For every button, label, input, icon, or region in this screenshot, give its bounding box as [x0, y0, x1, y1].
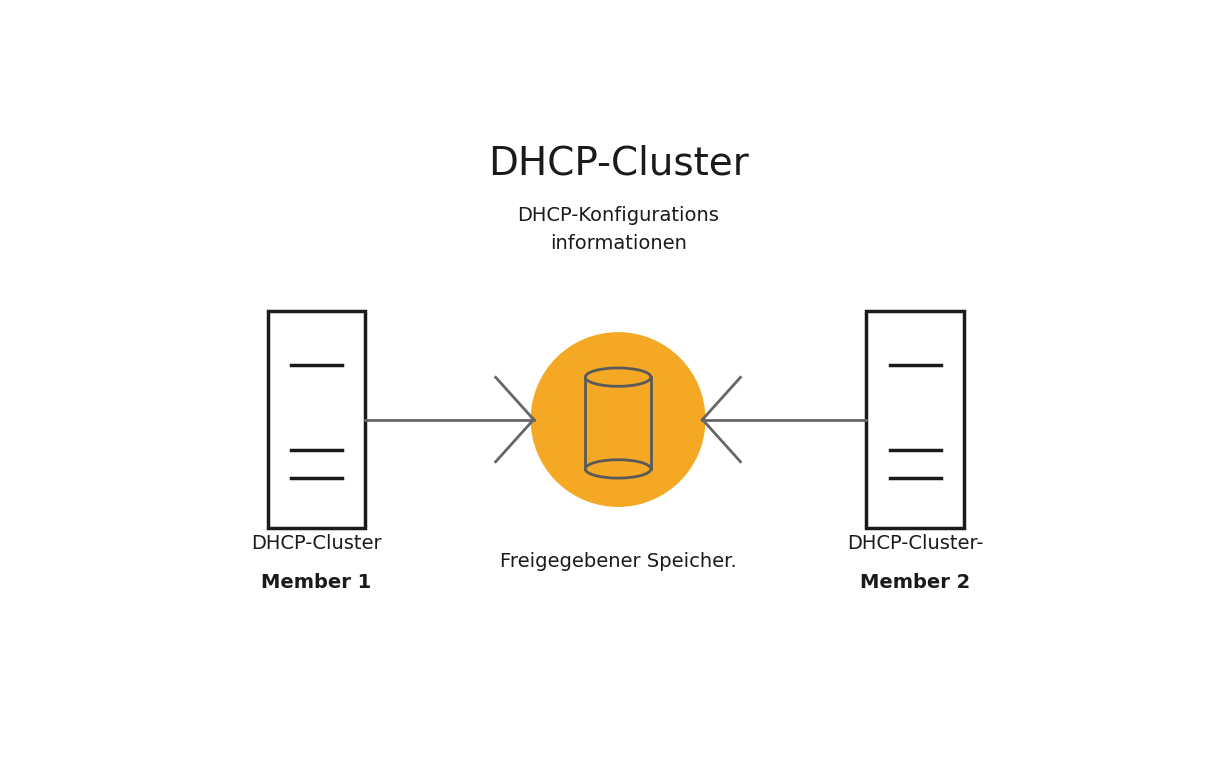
Text: Member 2: Member 2 [860, 573, 971, 592]
Text: DHCP-Cluster: DHCP-Cluster [487, 144, 749, 182]
Ellipse shape [585, 368, 651, 386]
Text: DHCP-Cluster-: DHCP-Cluster- [847, 534, 983, 553]
Ellipse shape [585, 460, 651, 478]
Text: DHCP-Konfigurations
informationen: DHCP-Konfigurations informationen [517, 206, 719, 253]
Text: DHCP-Cluster: DHCP-Cluster [251, 534, 381, 553]
Circle shape [531, 332, 706, 507]
Text: Freigegebener Speicher.: Freigegebener Speicher. [499, 552, 737, 571]
Text: Member 1: Member 1 [262, 573, 371, 592]
Bar [268, 311, 365, 528]
Bar [585, 377, 651, 469]
Bar [866, 311, 964, 528]
